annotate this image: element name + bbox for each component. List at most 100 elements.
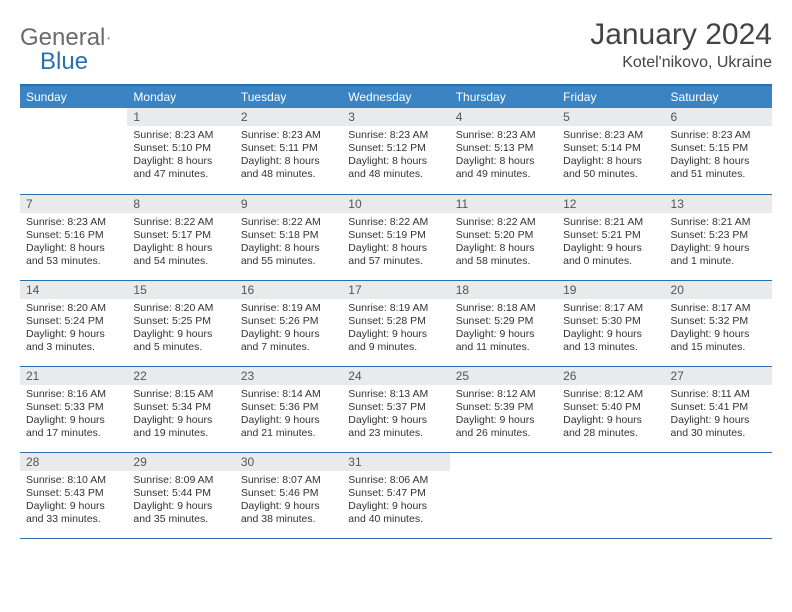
day-number: 14 — [20, 281, 127, 299]
day-header: Saturday — [665, 85, 772, 108]
calendar-cell: 6Sunrise: 8:23 AMSunset: 5:15 PMDaylight… — [665, 108, 772, 194]
day-number: 25 — [450, 367, 557, 385]
daylight-line1: Daylight: 9 hours — [348, 328, 443, 341]
day-number: 28 — [20, 453, 127, 471]
calendar-week: 21Sunrise: 8:16 AMSunset: 5:33 PMDayligh… — [20, 366, 772, 452]
sunset-text: Sunset: 5:23 PM — [671, 229, 766, 242]
day-number: 12 — [557, 195, 664, 213]
day-content: Sunrise: 8:22 AMSunset: 5:20 PMDaylight:… — [450, 213, 557, 273]
daylight-line2: and 17 minutes. — [26, 427, 121, 440]
daylight-line1: Daylight: 9 hours — [348, 500, 443, 513]
day-number: 22 — [127, 367, 234, 385]
sunset-text: Sunset: 5:44 PM — [133, 487, 228, 500]
calendar-cell: 18Sunrise: 8:18 AMSunset: 5:29 PMDayligh… — [450, 280, 557, 366]
day-content: Sunrise: 8:12 AMSunset: 5:40 PMDaylight:… — [557, 385, 664, 445]
sunset-text: Sunset: 5:40 PM — [563, 401, 658, 414]
daylight-line2: and 55 minutes. — [241, 255, 336, 268]
day-number: 31 — [342, 453, 449, 471]
day-number: 16 — [235, 281, 342, 299]
day-number: 11 — [450, 195, 557, 213]
sunrise-text: Sunrise: 8:19 AM — [241, 302, 336, 315]
daylight-line1: Daylight: 8 hours — [133, 155, 228, 168]
day-content: Sunrise: 8:16 AMSunset: 5:33 PMDaylight:… — [20, 385, 127, 445]
daylight-line2: and 13 minutes. — [563, 341, 658, 354]
day-number: 7 — [20, 195, 127, 213]
daylight-line1: Daylight: 9 hours — [671, 414, 766, 427]
sunset-text: Sunset: 5:28 PM — [348, 315, 443, 328]
day-header: Thursday — [450, 85, 557, 108]
daylight-line1: Daylight: 9 hours — [133, 414, 228, 427]
daylight-line2: and 3 minutes. — [26, 341, 121, 354]
calendar-week: 7Sunrise: 8:23 AMSunset: 5:16 PMDaylight… — [20, 194, 772, 280]
day-content: Sunrise: 8:21 AMSunset: 5:23 PMDaylight:… — [665, 213, 772, 273]
day-content: Sunrise: 8:21 AMSunset: 5:21 PMDaylight:… — [557, 213, 664, 273]
calendar-table: Sunday Monday Tuesday Wednesday Thursday… — [20, 84, 772, 539]
sunrise-text: Sunrise: 8:18 AM — [456, 302, 551, 315]
calendar-cell: 24Sunrise: 8:13 AMSunset: 5:37 PMDayligh… — [342, 366, 449, 452]
sunset-text: Sunset: 5:25 PM — [133, 315, 228, 328]
title-block: January 2024 Kotel'nikovo, Ukraine — [590, 18, 772, 72]
logo: General — [20, 18, 131, 52]
day-content: Sunrise: 8:11 AMSunset: 5:41 PMDaylight:… — [665, 385, 772, 445]
calendar-week: 28Sunrise: 8:10 AMSunset: 5:43 PMDayligh… — [20, 452, 772, 538]
sunrise-text: Sunrise: 8:12 AM — [563, 388, 658, 401]
day-header: Sunday — [20, 85, 127, 108]
day-header: Tuesday — [235, 85, 342, 108]
sunset-text: Sunset: 5:32 PM — [671, 315, 766, 328]
daylight-line1: Daylight: 9 hours — [241, 328, 336, 341]
logo-text-blue: Blue — [40, 48, 88, 76]
daylight-line2: and 38 minutes. — [241, 513, 336, 526]
day-content: Sunrise: 8:19 AMSunset: 5:26 PMDaylight:… — [235, 299, 342, 359]
daylight-line2: and 51 minutes. — [671, 168, 766, 181]
day-content: Sunrise: 8:23 AMSunset: 5:16 PMDaylight:… — [20, 213, 127, 273]
sunrise-text: Sunrise: 8:09 AM — [133, 474, 228, 487]
daylight-line1: Daylight: 8 hours — [241, 155, 336, 168]
daylight-line1: Daylight: 8 hours — [133, 242, 228, 255]
sunset-text: Sunset: 5:36 PM — [241, 401, 336, 414]
calendar-cell: 16Sunrise: 8:19 AMSunset: 5:26 PMDayligh… — [235, 280, 342, 366]
daylight-line2: and 5 minutes. — [133, 341, 228, 354]
day-content: Sunrise: 8:17 AMSunset: 5:30 PMDaylight:… — [557, 299, 664, 359]
daylight-line2: and 35 minutes. — [133, 513, 228, 526]
daylight-line2: and 23 minutes. — [348, 427, 443, 440]
day-content: Sunrise: 8:23 AMSunset: 5:11 PMDaylight:… — [235, 126, 342, 186]
calendar-week: 1Sunrise: 8:23 AMSunset: 5:10 PMDaylight… — [20, 108, 772, 194]
sunset-text: Sunset: 5:33 PM — [26, 401, 121, 414]
sunrise-text: Sunrise: 8:22 AM — [456, 216, 551, 229]
sunrise-text: Sunrise: 8:23 AM — [563, 129, 658, 142]
day-content: Sunrise: 8:17 AMSunset: 5:32 PMDaylight:… — [665, 299, 772, 359]
daylight-line2: and 57 minutes. — [348, 255, 443, 268]
daylight-line2: and 54 minutes. — [133, 255, 228, 268]
day-content: Sunrise: 8:10 AMSunset: 5:43 PMDaylight:… — [20, 471, 127, 531]
daylight-line2: and 21 minutes. — [241, 427, 336, 440]
day-header: Monday — [127, 85, 234, 108]
sunrise-text: Sunrise: 8:20 AM — [133, 302, 228, 315]
day-number: 6 — [665, 108, 772, 126]
daylight-line2: and 50 minutes. — [563, 168, 658, 181]
day-number: 4 — [450, 108, 557, 126]
sunrise-text: Sunrise: 8:13 AM — [348, 388, 443, 401]
sunset-text: Sunset: 5:21 PM — [563, 229, 658, 242]
calendar-cell: 19Sunrise: 8:17 AMSunset: 5:30 PMDayligh… — [557, 280, 664, 366]
daylight-line2: and 48 minutes. — [348, 168, 443, 181]
calendar-cell — [20, 108, 127, 194]
page-header: General January 2024 Kotel'nikovo, Ukrai… — [20, 18, 772, 72]
sunrise-text: Sunrise: 8:14 AM — [241, 388, 336, 401]
daylight-line1: Daylight: 8 hours — [348, 155, 443, 168]
sunset-text: Sunset: 5:18 PM — [241, 229, 336, 242]
day-number: 19 — [557, 281, 664, 299]
day-header: Friday — [557, 85, 664, 108]
day-number: 3 — [342, 108, 449, 126]
calendar-cell: 25Sunrise: 8:12 AMSunset: 5:39 PMDayligh… — [450, 366, 557, 452]
calendar-cell: 20Sunrise: 8:17 AMSunset: 5:32 PMDayligh… — [665, 280, 772, 366]
day-content: Sunrise: 8:23 AMSunset: 5:14 PMDaylight:… — [557, 126, 664, 186]
sunrise-text: Sunrise: 8:23 AM — [133, 129, 228, 142]
sunrise-text: Sunrise: 8:19 AM — [348, 302, 443, 315]
month-title: January 2024 — [590, 18, 772, 52]
day-content: Sunrise: 8:22 AMSunset: 5:17 PMDaylight:… — [127, 213, 234, 273]
daylight-line2: and 33 minutes. — [26, 513, 121, 526]
sunset-text: Sunset: 5:46 PM — [241, 487, 336, 500]
day-number: 8 — [127, 195, 234, 213]
sunset-text: Sunset: 5:14 PM — [563, 142, 658, 155]
daylight-line1: Daylight: 8 hours — [26, 242, 121, 255]
